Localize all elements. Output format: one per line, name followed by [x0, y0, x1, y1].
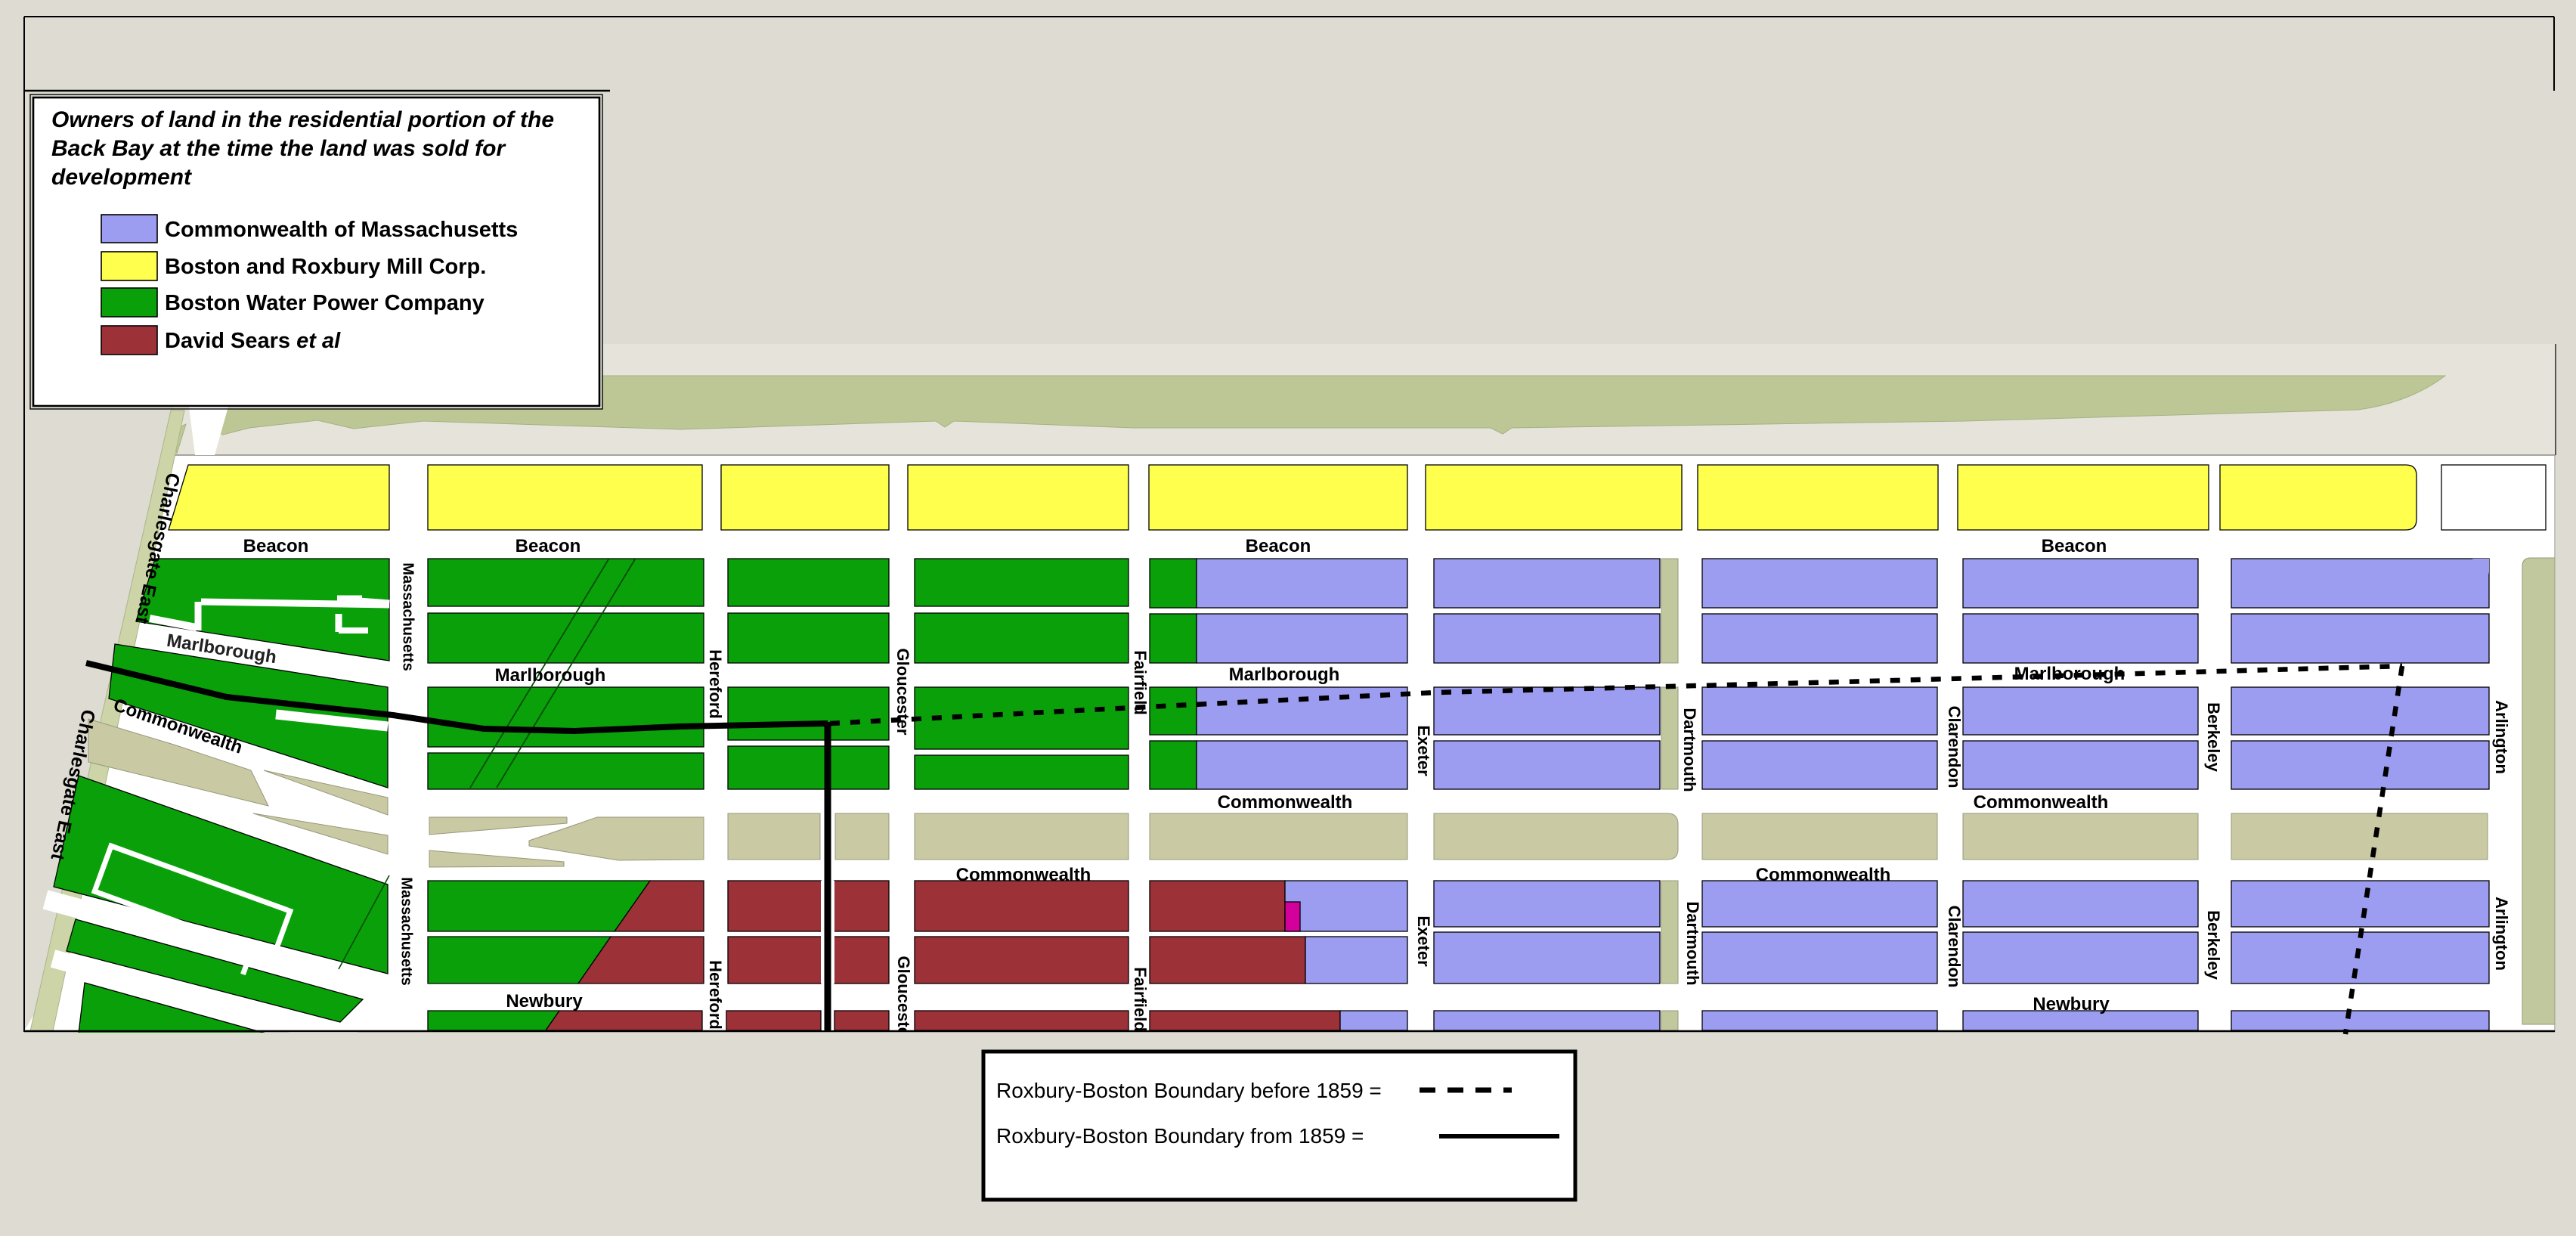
svg-text:Marlborough: Marlborough	[1229, 664, 1340, 685]
svg-text:Gloucester: Gloucester	[893, 649, 912, 736]
svg-text:Commonwealth: Commonwealth	[1218, 792, 1353, 813]
svg-text:Beacon: Beacon	[516, 536, 581, 556]
svg-text:development: development	[51, 165, 193, 190]
svg-text:Berkeley: Berkeley	[2204, 702, 2223, 773]
svg-text:Hereford: Hereford	[706, 649, 725, 719]
svg-text:Beacon: Beacon	[243, 536, 309, 556]
svg-text:Newbury: Newbury	[506, 991, 583, 1011]
svg-text:Berkeley: Berkeley	[2204, 910, 2223, 980]
svg-text:Back Bay at the time the land: Back Bay at the time the land was sold f…	[51, 136, 506, 161]
svg-text:Beacon: Beacon	[2042, 536, 2107, 556]
svg-text:Massachusetts: Massachusetts	[398, 877, 415, 985]
svg-text:Gloucester: Gloucester	[894, 956, 913, 1043]
svg-text:Owners of land in the resident: Owners of land in the residential portio…	[51, 107, 554, 132]
svg-text:Fairfield: Fairfield	[1131, 967, 1150, 1032]
svg-text:Exeter: Exeter	[1414, 915, 1433, 967]
svg-text:Clarendon: Clarendon	[1945, 706, 1964, 788]
svg-text:David Sears et al: David Sears et al	[165, 329, 341, 353]
svg-text:Hereford: Hereford	[706, 960, 725, 1030]
svg-text:Marlborough: Marlborough	[2014, 664, 2126, 684]
svg-text:Commonwealth of Massachusetts: Commonwealth of Massachusetts	[165, 218, 518, 242]
svg-text:Clarendon: Clarendon	[1945, 906, 1964, 988]
svg-text:Arlington: Arlington	[2492, 897, 2511, 971]
svg-text:Dartmouth: Dartmouth	[1683, 901, 1702, 985]
svg-text:Fairfield: Fairfield	[1131, 650, 1150, 715]
svg-text:Boston Water Power Company: Boston Water Power Company	[165, 291, 485, 315]
svg-text:Commonwealth: Commonwealth	[1974, 792, 2109, 813]
svg-text:Dartmouth: Dartmouth	[1680, 708, 1699, 791]
svg-text:Boston and Roxbury Mill Corp.: Boston and Roxbury Mill Corp.	[165, 255, 486, 279]
svg-text:Commonwealth: Commonwealth	[1756, 865, 1891, 885]
svg-text:Commonwealth: Commonwealth	[956, 865, 1091, 885]
svg-text:Arlington: Arlington	[2492, 700, 2511, 774]
svg-text:Roxbury-Boston Boundary from 1: Roxbury-Boston Boundary from 1859 =	[996, 1124, 1364, 1148]
svg-text:Exeter: Exeter	[1414, 725, 1433, 776]
svg-text:Marlborough: Marlborough	[495, 665, 606, 686]
svg-text:Massachusetts: Massachusetts	[400, 562, 416, 671]
svg-text:Roxbury-Boston Boundary before: Roxbury-Boston Boundary before 1859 =	[996, 1079, 1382, 1102]
svg-text:Newbury: Newbury	[2033, 994, 2110, 1015]
svg-text:Beacon: Beacon	[1246, 536, 1311, 556]
